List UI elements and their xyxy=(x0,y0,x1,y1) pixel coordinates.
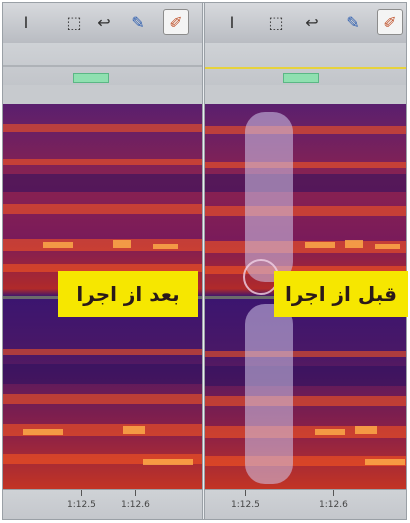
time-ruler: 1:12.5 1:12.6 xyxy=(3,489,202,519)
tick-label: 1:12.6 xyxy=(121,500,150,510)
after-pane: I ⬚ ↩ ✎ ✐ xyxy=(3,3,202,519)
toolbar: I ⬚ ↩ ✎ ✐ xyxy=(3,3,202,44)
selection-overlay-top[interactable] xyxy=(245,112,293,282)
ruler-tick xyxy=(333,490,334,496)
toolbar: I ⬚ ↩ ✎ ✐ xyxy=(205,3,406,44)
time-ruler: 1:12.5 1:12.6 xyxy=(205,489,406,519)
eraser-tool-icon[interactable]: ✐ xyxy=(377,9,403,35)
header-gap xyxy=(205,85,406,104)
lasso-tool-icon[interactable]: ↩ xyxy=(97,12,111,32)
header-gap xyxy=(3,85,202,104)
playhead-marker[interactable] xyxy=(283,73,319,83)
marquee-select-tool-icon[interactable]: ⬚ xyxy=(268,12,284,32)
tick-label: 1:12.5 xyxy=(67,500,96,510)
tick-label: 1:12.6 xyxy=(319,500,348,510)
overview-line xyxy=(205,67,406,69)
ruler-tick xyxy=(81,490,82,496)
pane-divider xyxy=(202,3,205,519)
after-label: بعد از اجرا xyxy=(58,271,198,317)
playhead-marker[interactable] xyxy=(73,73,109,83)
brush-tool-icon[interactable]: ✎ xyxy=(131,12,145,32)
text-cursor-tool-icon[interactable]: I xyxy=(23,12,29,32)
brush-tool-icon[interactable]: ✎ xyxy=(346,12,360,32)
before-label: قبل از اجرا xyxy=(274,271,408,317)
overview-strip[interactable] xyxy=(3,43,202,85)
tick-label: 1:12.5 xyxy=(231,500,260,510)
editor-frame: I ⬚ ↩ ✎ ✐ xyxy=(2,2,407,520)
before-pane: I ⬚ ↩ ✎ ✐ xyxy=(205,3,406,519)
overview-line xyxy=(3,65,202,67)
marquee-select-tool-icon[interactable]: ⬚ xyxy=(66,12,82,32)
text-cursor-tool-icon[interactable]: I xyxy=(229,12,235,32)
ruler-tick xyxy=(135,490,136,496)
lasso-tool-icon[interactable]: ↩ xyxy=(305,12,319,32)
selection-overlay-bottom[interactable] xyxy=(245,304,293,484)
spectrogram-before[interactable] xyxy=(205,104,406,489)
eraser-tool-icon[interactable]: ✐ xyxy=(163,9,189,35)
ruler-tick xyxy=(245,490,246,496)
overview-strip[interactable] xyxy=(205,43,406,85)
